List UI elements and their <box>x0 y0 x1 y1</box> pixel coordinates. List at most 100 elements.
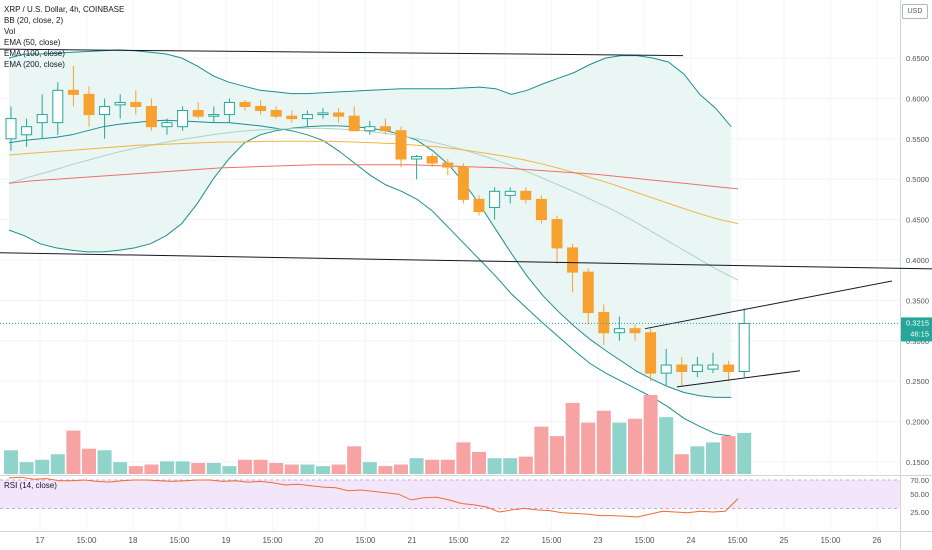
volume-bar <box>269 462 284 474</box>
volume-bar <box>113 462 128 474</box>
time-tick-label: 15:00 <box>820 536 841 545</box>
volume-bar <box>144 464 159 474</box>
volume-bar <box>706 442 720 474</box>
candle-body <box>317 112 329 116</box>
time-tick-label: 18 <box>129 536 138 545</box>
price-tick-label: 0.3500 <box>906 296 929 305</box>
bollinger-band-fill <box>9 49 732 398</box>
time-tick-label: 15:00 <box>169 536 190 545</box>
price-tick-label: 0.6500 <box>906 54 929 63</box>
volume-bar <box>66 430 81 474</box>
candle-body <box>504 190 516 196</box>
volume-bar <box>581 422 596 474</box>
time-tick-label: 15:00 <box>634 536 655 545</box>
bollinger-fill <box>9 49 732 398</box>
currency-badge[interactable]: USD <box>902 4 928 19</box>
price-tick-label: 0.1500 <box>906 458 929 467</box>
candle-body <box>161 122 173 128</box>
candle-body <box>723 364 735 373</box>
indicator-lines <box>8 49 739 437</box>
candle-body <box>270 110 282 117</box>
volume-bar <box>175 461 190 474</box>
bb-legend[interactable]: BB (20, close, 2) <box>4 16 64 25</box>
volume-bar <box>518 456 533 474</box>
candle-body <box>551 219 563 249</box>
volume-bar <box>534 426 549 474</box>
ema50-legend[interactable]: EMA (50, close) <box>4 38 61 47</box>
candle-body <box>395 130 407 160</box>
candle-body <box>21 126 33 136</box>
price-tick-label: 0.5500 <box>906 135 929 144</box>
volume-bar <box>82 448 96 474</box>
volume-bar <box>300 464 315 474</box>
volume-bar <box>222 466 237 474</box>
volume-bar <box>643 395 658 474</box>
candle-body <box>426 156 438 164</box>
ema200-legend[interactable]: EMA (200, close) <box>4 60 65 69</box>
price-tick-label: 0.4000 <box>906 256 929 265</box>
candle-body <box>348 115 360 132</box>
ema100-legend[interactable]: EMA (100, close) <box>4 49 65 58</box>
candle-body <box>613 328 625 334</box>
candle-body <box>364 126 376 132</box>
wedge-upper-line <box>644 280 893 330</box>
volume-bar <box>503 458 518 474</box>
candle-body <box>660 364 672 374</box>
candle-body <box>286 115 298 120</box>
candle-body <box>36 114 48 124</box>
rsi-tick-label: 25.00 <box>910 508 929 517</box>
candle-body <box>707 364 719 370</box>
volume-bar <box>128 466 143 474</box>
volume-bar <box>347 446 362 474</box>
volume-bar <box>160 461 174 474</box>
symbol-title[interactable]: XRP / U.S. Dollar, 4h, COINBASE <box>4 5 125 14</box>
volume-bar <box>19 462 34 474</box>
candle-body <box>473 198 485 213</box>
volume-bar <box>97 450 112 474</box>
time-tick-label: 15:00 <box>355 536 376 545</box>
time-tick-label: 20 <box>315 536 324 545</box>
candle-body <box>738 322 750 373</box>
volume-bar <box>238 459 252 474</box>
candle-body <box>239 101 251 107</box>
candle-body <box>114 101 126 106</box>
volume-bar <box>596 410 611 474</box>
ema100-line <box>8 140 739 225</box>
candle-body <box>535 198 547 221</box>
candle-body <box>582 271 594 314</box>
volume-bar <box>362 462 377 474</box>
candle-body <box>145 105 157 128</box>
volume-bar <box>628 418 642 474</box>
time-tick-label: 15:00 <box>262 536 283 545</box>
volume-bar <box>674 454 689 474</box>
candle-body <box>255 105 267 112</box>
volume-bar <box>487 458 502 474</box>
ema50-line <box>8 127 739 281</box>
volume-bar <box>409 458 424 474</box>
candle-body <box>83 93 95 116</box>
volume-bar <box>690 446 705 474</box>
volume-bar <box>456 442 471 474</box>
volume-bar <box>394 464 408 474</box>
rsi-pane <box>0 476 900 518</box>
time-tick-label: 15:00 <box>448 536 469 545</box>
volume-bar <box>737 432 752 474</box>
vol-legend[interactable]: Vol <box>4 27 16 36</box>
trend-lines <box>0 48 932 388</box>
time-tick-label: 17 <box>36 536 45 545</box>
axes: 0.6500 0.6000 0.5500 0.5000 0.4500 0.4000 0.35… <box>36 54 932 545</box>
time-tick-label: 23 <box>594 536 603 545</box>
time-tick-label: 15:00 <box>76 536 97 545</box>
legend: XRP / U.S. Dollar, 4h, COINBASE BB (20, … <box>4 4 124 70</box>
candle-body <box>645 332 657 374</box>
rsi-legend[interactable]: RSI (14, close) <box>4 481 57 490</box>
volume-bar <box>50 454 65 474</box>
candle-body <box>223 101 235 116</box>
candle-body <box>520 190 532 200</box>
candle-body <box>379 126 391 132</box>
volume-bar <box>550 436 564 474</box>
time-tick-label: 15:00 <box>541 536 562 545</box>
time-tick-label: 21 <box>408 536 417 545</box>
candle-body <box>629 328 641 334</box>
